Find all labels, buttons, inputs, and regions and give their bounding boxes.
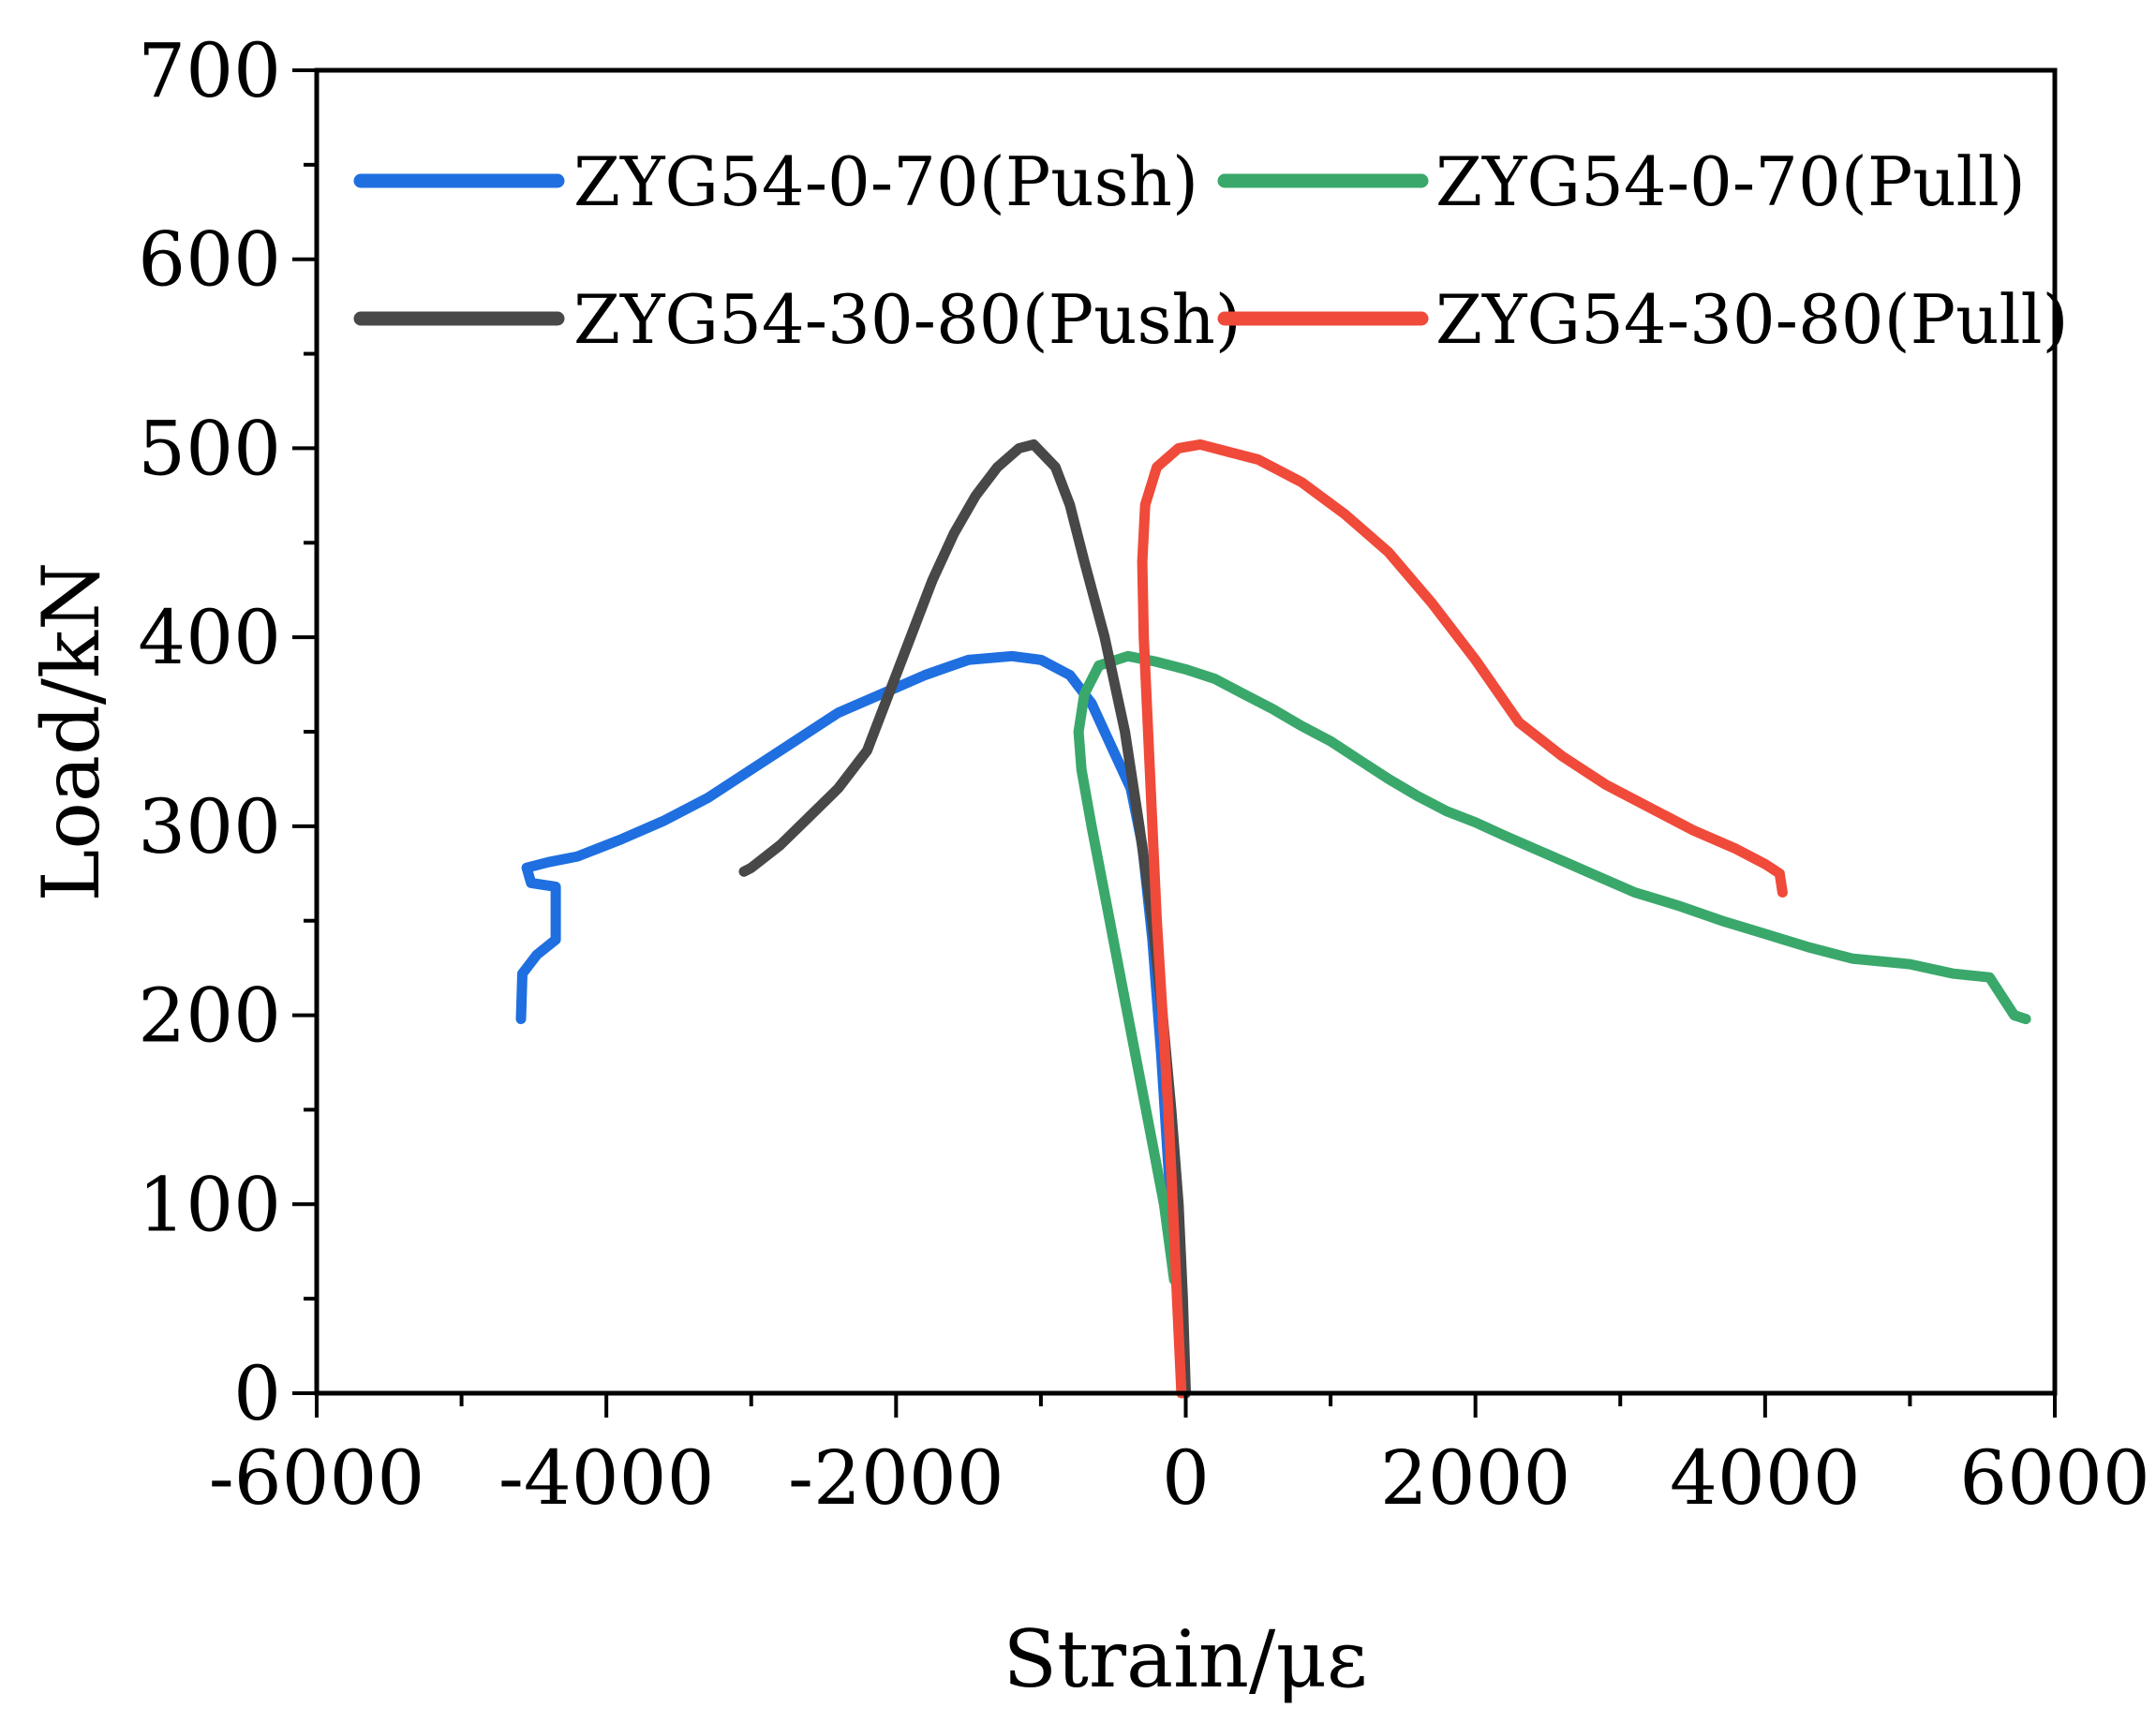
series-pull-30-80 [1137,438,1788,1399]
y-tick-label: 100 [138,1161,281,1248]
y-tick-label: 300 [138,783,281,870]
series-layer [515,438,2031,1399]
x-tick-label: -2000 [788,1434,1004,1522]
legend: ZYG54-0-70(Push) ZYG54-0-70(Pull) ZYG54-… [353,142,2069,359]
y-tick-label: 600 [138,216,281,304]
ticks-layer: -6000 -4000 -2000 0 2000 4000 6000 0 100 200 300 40… [138,27,2150,1522]
x-axis-title: Strain/με [1004,1613,1368,1705]
y-tick-label: 700 [138,27,281,114]
y-tick-label: 200 [138,973,281,1060]
x-tick-label: 6000 [1959,1434,2150,1522]
x-tick-label: 2000 [1380,1434,1571,1522]
legend-label-pull-0-70: ZYG54-0-70(Pull) [1435,142,2026,221]
y-tick-label: 400 [138,594,281,681]
y-axis-title: Load/kN [25,562,117,902]
x-tick-label: 4000 [1670,1434,1861,1522]
legend-label-push-0-70: ZYG54-0-70(Push) [573,142,1198,221]
x-tick-label: -4000 [498,1434,715,1522]
series-pull-0-70 [1073,650,2031,1285]
x-tick-label: 0 [1162,1434,1210,1522]
y-tick-label: 500 [138,405,281,492]
legend-label-pull-30-80: ZYG54-30-80(Pull) [1435,280,2069,359]
x-tick-label: -6000 [209,1434,425,1522]
legend-label-push-30-80: ZYG54-30-80(Push) [573,280,1242,359]
y-tick-label: 0 [233,1350,281,1437]
